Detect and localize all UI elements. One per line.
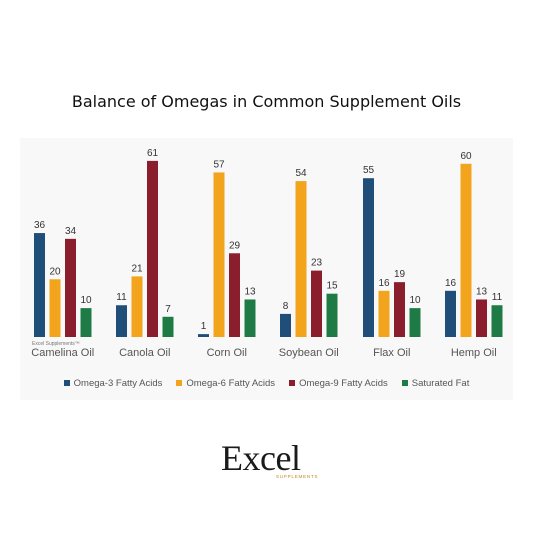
legend-swatch [401, 380, 408, 386]
bar [131, 276, 143, 337]
data-label: 34 [65, 226, 77, 237]
data-label: 11 [492, 292, 503, 303]
chart-title: Balance of Omegas in Common Supplement O… [71, 92, 462, 111]
bar [147, 160, 158, 337]
legend-item: Omega-9 Fatty Acids [289, 378, 388, 389]
bar [49, 279, 61, 337]
data-label: 55 [363, 165, 375, 176]
excel-supplements-logo: Excel SUPPLEMENTS [221, 440, 321, 490]
data-label: 11 [116, 292, 127, 303]
category-label: Canola Oil [119, 347, 170, 359]
legend-label: Omega-3 Fatty Acids [73, 377, 163, 389]
legend-label: Omega-9 Fatty Acids [299, 377, 388, 389]
bar [445, 290, 456, 337]
data-label: 61 [147, 148, 159, 159]
category-label: Soybean Oil [279, 347, 339, 359]
data-label: 19 [394, 269, 406, 280]
data-label: 10 [80, 295, 92, 306]
bar [394, 282, 405, 337]
bar [162, 316, 174, 337]
bar [491, 305, 503, 337]
data-label: 60 [460, 151, 472, 162]
category-label: Camelina Oil [31, 347, 94, 359]
category-note: Excel Supplements™ [32, 341, 80, 347]
data-label: 7 [165, 304, 171, 315]
legend-label: Saturated Fat [411, 377, 470, 389]
legend-item: Omega-6 Fatty Acids [176, 378, 275, 389]
data-label: 13 [244, 286, 256, 297]
data-label: 54 [295, 168, 307, 179]
bar [198, 334, 209, 337]
data-label: 29 [229, 240, 241, 251]
bar [476, 299, 487, 337]
data-label: 10 [409, 295, 421, 306]
bar [116, 305, 127, 337]
data-label: 16 [378, 278, 390, 289]
bar [311, 270, 322, 337]
bar-chart: 36 20 34 10 Camelina Oil 11 21 61 7 Canola Oil 1 57… [31, 148, 503, 359]
data-label: 13 [476, 286, 488, 297]
legend-swatch [176, 380, 183, 386]
category-label: Hemp Oil [451, 347, 497, 359]
bar [65, 238, 76, 337]
bar [363, 178, 374, 337]
legend-swatch [289, 380, 296, 386]
bar [244, 299, 256, 337]
legend-swatch [63, 380, 70, 386]
category-label: Corn Oil [207, 347, 247, 359]
data-label: 23 [311, 258, 323, 269]
legend-item: Saturated Fat [401, 377, 470, 389]
bar [460, 163, 472, 337]
chart-panel: 36 20 34 10 Camelina Oil 11 21 61 7 Canola Oil 1 57… [20, 138, 513, 400]
data-label: 16 [445, 278, 457, 289]
legend-item: Omega-3 Fatty Acids [63, 377, 163, 389]
data-label: 21 [131, 263, 143, 274]
bar [378, 290, 390, 337]
category-label: Flax Oil [373, 347, 410, 359]
bar [80, 308, 92, 337]
logo-wordmark: Excel [221, 438, 301, 478]
bar [409, 308, 421, 337]
bar [34, 233, 45, 337]
bar [326, 293, 338, 337]
data-label: 57 [213, 159, 225, 170]
bar [229, 253, 240, 337]
data-label: 20 [49, 266, 61, 277]
data-label: 36 [34, 220, 46, 231]
legend-label: Omega-6 Fatty Acids [186, 377, 276, 389]
data-label: 1 [201, 321, 207, 332]
bar [295, 181, 307, 337]
logo-subtitle: SUPPLEMENTS [276, 474, 319, 479]
data-label: 15 [326, 281, 338, 292]
data-label: 8 [283, 301, 289, 312]
chart-legend: Omega-3 Fatty Acids Omega-6 Fatty Acids Om… [20, 373, 513, 393]
bar [213, 172, 225, 337]
bar [280, 313, 291, 337]
